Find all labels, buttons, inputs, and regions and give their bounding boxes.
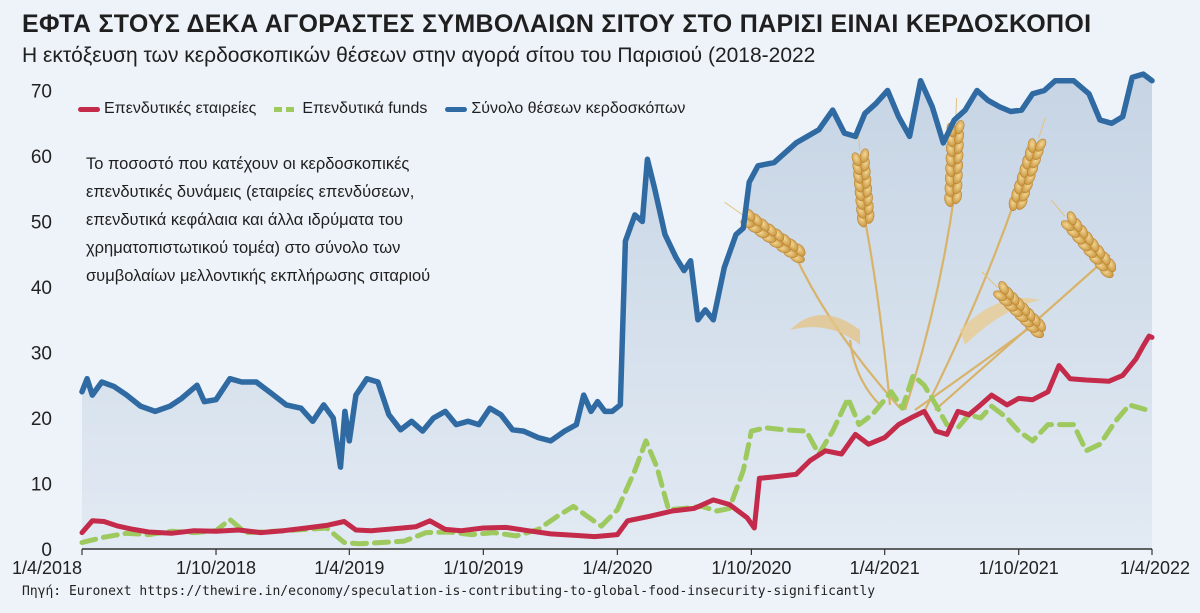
wheat-stem	[924, 199, 1017, 411]
x-tick-label: 1/4/2021	[850, 558, 920, 578]
x-tick-label: 1/4/2018	[12, 558, 82, 578]
wheat-ear	[944, 98, 965, 207]
y-tick-label: 10	[31, 475, 52, 496]
legend-label-funds: Επενδυτικά funds	[302, 100, 428, 117]
wheat-stem	[863, 219, 892, 406]
y-tick-label: 60	[31, 147, 52, 168]
chart-subtitle: Η εκτόξευση των κερδοσκοπικών θέσεων στη…	[22, 44, 816, 67]
x-tick-label: 1/4/2019	[314, 558, 384, 578]
source-note: Πηγή: Euronext https://thewire.in/econom…	[22, 584, 876, 599]
x-tick-label: 1/10/2019	[443, 558, 523, 578]
x-tick-label: 1/10/2021	[979, 558, 1059, 578]
series-line-companies	[79, 333, 1155, 540]
total-area	[82, 74, 1152, 549]
chart-title: ΕΦΤΑ ΣΤΟΥΣ ΔΕΚΑ ΑΓΟΡΑΣΤΕΣ ΣΥΜΒΟΛΑΙΩΝ ΣΙΤ…	[22, 10, 1092, 38]
y-tick-label: 70	[31, 82, 52, 103]
legend-label-total: Σύνολο θέσεων κερδοσκόπων	[471, 100, 686, 117]
legend-item-funds: Επενδυτικά funds	[274, 100, 427, 118]
annotation-line: επενδυτικές δυνάμεις (εταιρείες επενδύσε…	[86, 183, 415, 201]
annotation-line: επενδυτικά κεφάλαια και άλλα ιδρύματα το…	[86, 211, 404, 229]
wheat-ear	[1050, 199, 1117, 279]
x-tick-label: 1/10/2018	[176, 558, 256, 578]
legend-item-companies: Επενδυτικές εταιρείες	[78, 100, 256, 118]
legend-swatch-funds	[274, 106, 299, 112]
annotation-line: συμβολαίων μελλοντικής εκπλήρωσης σιταρι…	[86, 267, 431, 285]
x-tick-label: 1/4/2022	[1120, 558, 1190, 578]
wheat-ear	[724, 201, 806, 264]
legend-swatch-total	[445, 106, 468, 112]
annotation-line: Το ποσοστό που κατέχουν οι κερδοσκοπικές	[86, 155, 410, 173]
wheat-ear	[851, 128, 875, 228]
wheat-ear	[1008, 117, 1047, 212]
wheat-stem	[848, 339, 881, 406]
y-tick-label: 40	[31, 278, 52, 299]
y-tick-label: 20	[31, 409, 52, 430]
legend-swatch-companies	[78, 106, 100, 112]
wheat-ear	[981, 271, 1046, 339]
legend: Επενδυτικές εταιρείες Επενδυτικά funds Σ…	[78, 100, 697, 118]
wheat-illustration	[724, 98, 1117, 411]
x-tick-label: 1/10/2020	[711, 558, 791, 578]
annotation-line: χρηματοπιστωτικού τομέα) στο σύνολο των	[86, 239, 401, 257]
legend-item-total: Σύνολο θέσεων κερδοσκόπων	[445, 100, 685, 118]
chart-annotation: Το ποσοστό που κατέχουν οι κερδοσκοπικές…	[86, 150, 546, 290]
x-tick-label: 1/4/2020	[582, 558, 652, 578]
y-tick-label: 50	[31, 213, 52, 234]
series-line-total	[79, 71, 1155, 470]
legend-label-companies: Επενδυτικές εταιρείες	[104, 100, 257, 117]
y-tick-label: 0	[41, 540, 52, 561]
y-tick-label: 30	[31, 344, 52, 365]
